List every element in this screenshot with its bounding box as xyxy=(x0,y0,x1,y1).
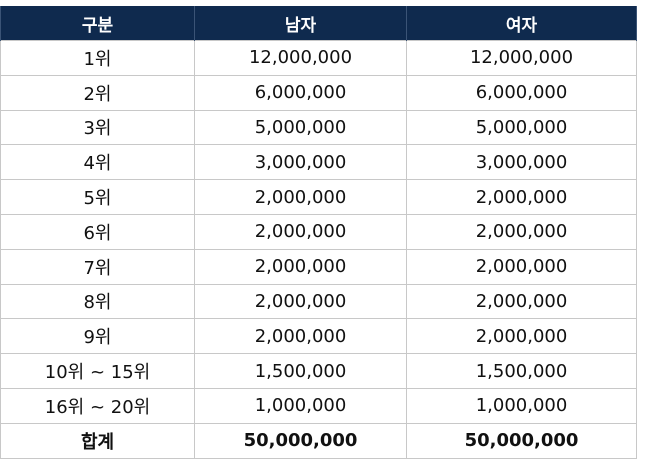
men-total-cell: 50,000,000 xyxy=(194,422,407,459)
rank-cell: 10위 ~ 15위 xyxy=(0,353,195,389)
rank-cell: 3위 xyxy=(0,109,195,146)
men-prize-cell: 2,000,000 xyxy=(194,318,407,355)
prize-table-container: 구분 남자 여자 1위 12,000,000 12,000,000 2위 6,0… xyxy=(0,6,637,459)
rank-cell: 2위 xyxy=(0,74,195,111)
men-prize-cell: 2,000,000 xyxy=(194,248,407,285)
rank-cell: 5위 xyxy=(0,179,195,215)
rank-cell: 4위 xyxy=(0,144,195,181)
women-prize-cell: 5,000,000 xyxy=(406,109,637,146)
header-category: 구분 xyxy=(0,6,195,41)
women-prize-cell: 2,000,000 xyxy=(406,283,637,320)
table-row: 6위 2,000,000 2,000,000 xyxy=(0,213,637,250)
women-prize-cell: 1,000,000 xyxy=(406,387,637,424)
women-prize-cell: 2,000,000 xyxy=(406,213,637,250)
men-prize-cell: 1,500,000 xyxy=(194,353,407,389)
women-prize-cell: 1,500,000 xyxy=(406,353,637,389)
table-row: 10위 ~ 15위 1,500,000 1,500,000 xyxy=(0,353,637,389)
table-row: 1위 12,000,000 12,000,000 xyxy=(0,40,637,76)
table-row: 5위 2,000,000 2,000,000 xyxy=(0,179,637,215)
total-label-cell: 합계 xyxy=(0,422,195,459)
rank-cell: 7위 xyxy=(0,248,195,285)
women-prize-cell: 3,000,000 xyxy=(406,144,637,181)
rank-cell: 16위 ~ 20위 xyxy=(0,387,195,424)
men-prize-cell: 6,000,000 xyxy=(194,74,407,111)
women-prize-cell: 6,000,000 xyxy=(406,74,637,111)
women-prize-cell: 12,000,000 xyxy=(406,40,637,76)
table-row: 7위 2,000,000 2,000,000 xyxy=(0,248,637,285)
men-prize-cell: 5,000,000 xyxy=(194,109,407,146)
women-total-cell: 50,000,000 xyxy=(406,422,637,459)
header-men: 남자 xyxy=(194,6,407,41)
total-row: 합계 50,000,000 50,000,000 xyxy=(0,422,637,459)
rank-cell: 6위 xyxy=(0,213,195,250)
rank-cell: 8위 xyxy=(0,283,195,320)
table-row: 8위 2,000,000 2,000,000 xyxy=(0,283,637,320)
men-prize-cell: 3,000,000 xyxy=(194,144,407,181)
men-prize-cell: 2,000,000 xyxy=(194,283,407,320)
prize-table: 구분 남자 여자 1위 12,000,000 12,000,000 2위 6,0… xyxy=(0,6,637,459)
rank-cell: 9위 xyxy=(0,318,195,355)
men-prize-cell: 1,000,000 xyxy=(194,387,407,424)
men-prize-cell: 12,000,000 xyxy=(194,40,407,76)
table-row: 9위 2,000,000 2,000,000 xyxy=(0,318,637,355)
women-prize-cell: 2,000,000 xyxy=(406,318,637,355)
men-prize-cell: 2,000,000 xyxy=(194,213,407,250)
table-row: 4위 3,000,000 3,000,000 xyxy=(0,144,637,181)
table-row: 3위 5,000,000 5,000,000 xyxy=(0,109,637,146)
rank-cell: 1위 xyxy=(0,40,195,76)
women-prize-cell: 2,000,000 xyxy=(406,179,637,215)
table-row: 16위 ~ 20위 1,000,000 1,000,000 xyxy=(0,387,637,424)
table-row: 2위 6,000,000 6,000,000 xyxy=(0,74,637,111)
men-prize-cell: 2,000,000 xyxy=(194,179,407,215)
women-prize-cell: 2,000,000 xyxy=(406,248,637,285)
header-women: 여자 xyxy=(406,6,637,41)
table-header-row: 구분 남자 여자 xyxy=(0,6,637,41)
